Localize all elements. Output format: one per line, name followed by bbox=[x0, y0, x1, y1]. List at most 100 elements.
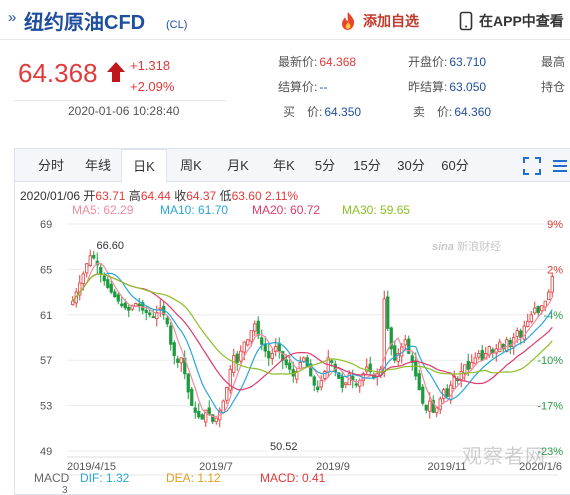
high-label: 高 bbox=[128, 189, 141, 203]
candle-body bbox=[533, 307, 537, 314]
candle-body bbox=[337, 372, 341, 379]
pct-tick-label: 9% bbox=[547, 219, 563, 231]
collapse-icon[interactable]: » bbox=[8, 9, 17, 26]
candle-body bbox=[256, 320, 260, 336]
candle-body bbox=[344, 382, 348, 386]
candle-body bbox=[193, 407, 197, 413]
candle-body bbox=[116, 294, 120, 302]
candle-body bbox=[407, 338, 411, 354]
tab-intraday[interactable]: 分时 bbox=[37, 158, 64, 173]
y-tick-label: 57 bbox=[40, 355, 52, 367]
quote-field-bid: 买 价: 64.350 bbox=[283, 103, 361, 120]
candle-body bbox=[540, 305, 544, 312]
candle-body bbox=[309, 363, 313, 377]
tab-daily-k[interactable]: 日K bbox=[121, 149, 167, 183]
candle-body bbox=[190, 388, 194, 407]
y-tick-label: 61 bbox=[40, 310, 52, 322]
ma5-legend: MA5: 62.29 bbox=[72, 203, 134, 217]
candle-body bbox=[284, 359, 288, 366]
candle-body bbox=[393, 345, 397, 361]
candle-body bbox=[134, 303, 138, 307]
candle-body bbox=[228, 368, 232, 391]
candle-body bbox=[85, 263, 89, 274]
candle-body bbox=[270, 352, 274, 359]
field-value: 64.360 bbox=[454, 105, 492, 119]
candle-body bbox=[522, 325, 526, 340]
candle-body bbox=[197, 410, 201, 418]
candle-body bbox=[368, 363, 372, 372]
candle-body bbox=[421, 386, 425, 404]
tab-5min[interactable]: 5分 bbox=[314, 158, 336, 173]
candle-body bbox=[295, 371, 299, 380]
candle-body bbox=[515, 330, 519, 337]
quote-field-last: 最新价: 64.368 bbox=[278, 53, 356, 70]
tab-60min[interactable]: 60分 bbox=[441, 158, 469, 173]
candle-body bbox=[459, 371, 463, 380]
close-value: 64.37 bbox=[186, 189, 217, 203]
page-title: 纽约原油CFD bbox=[24, 12, 146, 34]
field-value: -- bbox=[319, 80, 328, 94]
candle-body bbox=[88, 255, 92, 266]
candle-body bbox=[169, 325, 173, 345]
high-annotation: 66.60 bbox=[97, 240, 125, 252]
candle-body bbox=[158, 307, 162, 310]
close-label: 收 bbox=[174, 189, 187, 203]
field-label: 昨结算: bbox=[408, 80, 448, 94]
candle-body bbox=[263, 343, 267, 352]
candle-body bbox=[547, 291, 551, 301]
price-change: +1.318 bbox=[130, 58, 171, 73]
field-value: 63.050 bbox=[449, 80, 487, 94]
quote-field-high: 最高 bbox=[541, 53, 567, 70]
tab-weekly-k[interactable]: 周K bbox=[180, 158, 202, 173]
candle-body bbox=[127, 306, 131, 311]
candle-body bbox=[354, 383, 358, 386]
candle-body bbox=[102, 275, 106, 282]
candle-body bbox=[267, 351, 271, 359]
candle-body bbox=[120, 303, 124, 307]
candle-body bbox=[435, 407, 439, 414]
dea-legend: DEA: 1.12 bbox=[166, 471, 221, 485]
tab-yearly-k[interactable]: 年K bbox=[273, 158, 295, 173]
candle-body bbox=[151, 316, 155, 318]
candle-body bbox=[249, 330, 253, 342]
candle-body bbox=[498, 341, 502, 353]
field-label: 持仓 bbox=[541, 80, 566, 94]
candle-body bbox=[214, 417, 218, 422]
tab-15min[interactable]: 15分 bbox=[353, 158, 381, 173]
more-icon[interactable] bbox=[553, 159, 567, 173]
candle-body bbox=[526, 321, 530, 327]
open-in-app-button[interactable]: 在APP中查看 bbox=[459, 10, 564, 32]
candle-body bbox=[312, 376, 316, 386]
ohlc-date: 2020/01/06 bbox=[20, 189, 81, 203]
candle-body bbox=[330, 360, 334, 363]
macd-value-legend: MACD: 0.41 bbox=[260, 471, 326, 485]
tab-monthly-k[interactable]: 月K bbox=[227, 158, 249, 173]
add-watchlist-button[interactable]: 添加自选 bbox=[339, 10, 419, 32]
phone-icon bbox=[459, 11, 473, 31]
candle-body bbox=[123, 302, 127, 309]
pct-tick-label: 2% bbox=[547, 264, 563, 276]
fullscreen-icon[interactable] bbox=[523, 157, 541, 175]
candle-body bbox=[438, 398, 442, 410]
field-value: 63.710 bbox=[449, 55, 487, 69]
x-tick-label: 2019/4/15 bbox=[67, 461, 116, 473]
ma10-legend: MA10: 61.70 bbox=[160, 203, 229, 217]
candle-body bbox=[137, 303, 141, 307]
candle-body bbox=[144, 309, 148, 313]
tab-30min[interactable]: 30分 bbox=[397, 158, 425, 173]
x-tick-label: 2020/1/6 bbox=[519, 461, 562, 473]
candle-body bbox=[242, 341, 246, 353]
quote-field-open-interest: 持仓 bbox=[541, 78, 567, 95]
tab-year-line[interactable]: 年线 bbox=[84, 158, 111, 173]
instrument-code: (CL) bbox=[166, 19, 188, 31]
ma20-legend: MA20: 60.72 bbox=[252, 203, 321, 217]
low-annotation: 50.52 bbox=[270, 441, 298, 453]
candle-body bbox=[225, 387, 229, 401]
candle-body bbox=[179, 357, 183, 364]
add-watchlist-label: 添加自选 bbox=[363, 13, 419, 29]
candle-body bbox=[543, 300, 547, 308]
dif-legend: DIF: 1.32 bbox=[80, 471, 130, 485]
x-tick-label: 2019/11 bbox=[428, 461, 467, 473]
candle-body bbox=[113, 291, 117, 298]
